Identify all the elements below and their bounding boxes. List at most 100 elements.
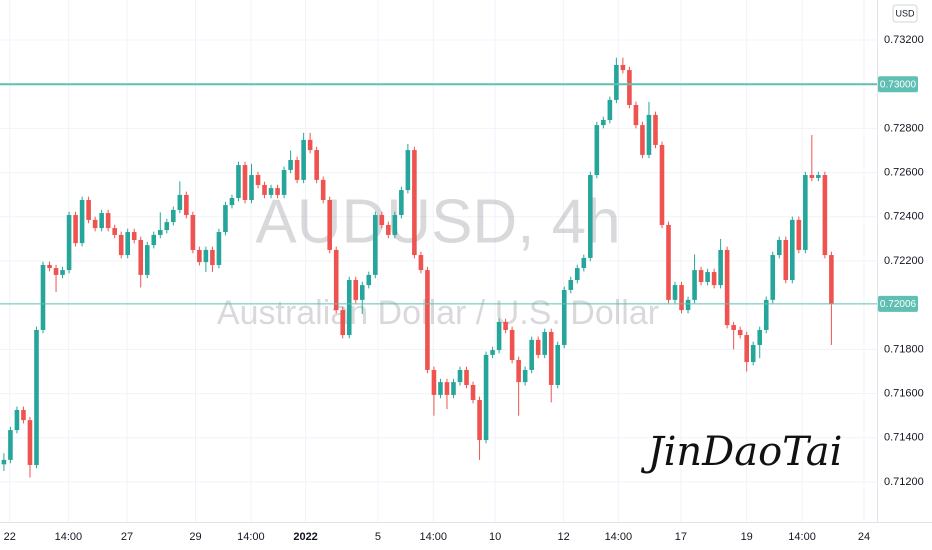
candle-body <box>627 70 632 105</box>
candle-body <box>594 125 600 176</box>
candle-body <box>242 165 248 201</box>
candle-body <box>372 215 378 275</box>
candle-body <box>66 215 72 271</box>
candle-body <box>203 249 209 263</box>
candle-body <box>737 329 743 336</box>
candle-body <box>125 232 131 256</box>
signature: JinDaoTai <box>641 429 843 475</box>
candle-body <box>607 99 613 121</box>
candle-body <box>47 264 52 269</box>
x-tick-label: 17 <box>675 531 687 543</box>
x-tick-label: 14:00 <box>788 531 816 543</box>
candle-body <box>249 175 254 201</box>
y-tick-label: 0.71200 <box>884 476 924 488</box>
candle-body <box>672 285 678 300</box>
candle-body <box>190 215 196 250</box>
candle-body <box>60 270 65 275</box>
x-tick-label: 14:00 <box>605 531 633 543</box>
candle-body <box>340 310 346 336</box>
candle-body <box>320 179 326 201</box>
candle-body <box>757 329 763 345</box>
candle-body <box>92 219 98 229</box>
candle-body <box>184 194 189 216</box>
candle-body <box>8 430 13 460</box>
candle-body <box>588 175 593 258</box>
candle-body <box>438 382 443 395</box>
candle-body <box>796 219 802 250</box>
candle-body <box>816 175 821 178</box>
x-tick-label: 10 <box>489 531 501 543</box>
candle-body <box>803 175 808 250</box>
candle-body <box>418 255 424 271</box>
candle-body <box>692 270 697 300</box>
candle-body <box>301 139 306 180</box>
candle-body <box>425 270 430 370</box>
last_price-label: 0.72006 <box>880 299 917 310</box>
candle-body <box>679 285 684 311</box>
candle-body <box>144 245 150 275</box>
x-tick-label: 5 <box>375 531 381 543</box>
candle-body <box>555 344 561 385</box>
candle-body <box>366 274 372 286</box>
candle-body <box>770 255 776 300</box>
currency[interactable]: USD <box>895 8 915 18</box>
hline-label-box <box>878 76 918 93</box>
candle-body <box>359 285 365 300</box>
y-tick-label: 0.71600 <box>884 388 924 400</box>
candle-body <box>268 188 274 195</box>
candle-body <box>614 64 619 100</box>
candle-body <box>444 382 450 395</box>
candle-body <box>21 409 26 421</box>
candle-body <box>79 200 85 244</box>
candle-body <box>542 331 548 355</box>
y-tick-label: 0.72800 <box>884 122 924 134</box>
candle-body <box>522 369 528 383</box>
candle-body <box>40 264 46 330</box>
candle-body <box>490 350 495 355</box>
candle-body <box>731 325 736 330</box>
candle-body <box>353 280 359 300</box>
candle-body <box>412 150 417 256</box>
candle-body <box>14 409 20 431</box>
candle-body <box>151 234 157 246</box>
candle-body <box>483 354 489 441</box>
candle-body <box>451 382 456 395</box>
candle-body <box>744 335 749 362</box>
candle-body <box>386 224 391 235</box>
candle-body <box>711 272 717 286</box>
candle-body <box>470 384 476 401</box>
candle-body <box>620 64 626 71</box>
watermark: AUDUSD, 4h Australian Dollar / U.S. Doll… <box>217 187 659 332</box>
candle-body <box>157 230 163 235</box>
candle-body <box>516 360 521 383</box>
candle-body <box>548 331 554 385</box>
hline-label: 0.73000 <box>880 79 917 90</box>
candle-body <box>392 215 398 235</box>
candle-body <box>561 289 567 345</box>
candle-body <box>197 249 202 263</box>
candle-body <box>131 232 137 241</box>
last_price-label-box <box>878 295 918 312</box>
x-tick-label: 24 <box>858 531 870 543</box>
candle-body <box>496 321 502 351</box>
candle-body <box>666 224 671 300</box>
grid <box>0 0 877 522</box>
candle-body <box>333 249 339 311</box>
candle-body <box>822 175 828 256</box>
candle-body <box>255 175 261 185</box>
candle-body <box>327 200 332 250</box>
candle-body <box>105 213 111 229</box>
candle-body <box>405 150 411 191</box>
x-tick-label: 22 <box>4 531 16 543</box>
candle-body <box>281 169 287 195</box>
currency-box[interactable] <box>892 4 918 23</box>
x-tick-label: 19 <box>741 531 753 543</box>
candle-body <box>171 209 176 223</box>
candle-body <box>73 215 78 244</box>
candle-body <box>809 175 815 178</box>
y-tick-label: 0.73200 <box>884 34 924 46</box>
watermark-title: AUDUSD, 4h <box>255 187 620 256</box>
candle-body <box>216 232 222 265</box>
candle-body <box>776 240 782 256</box>
